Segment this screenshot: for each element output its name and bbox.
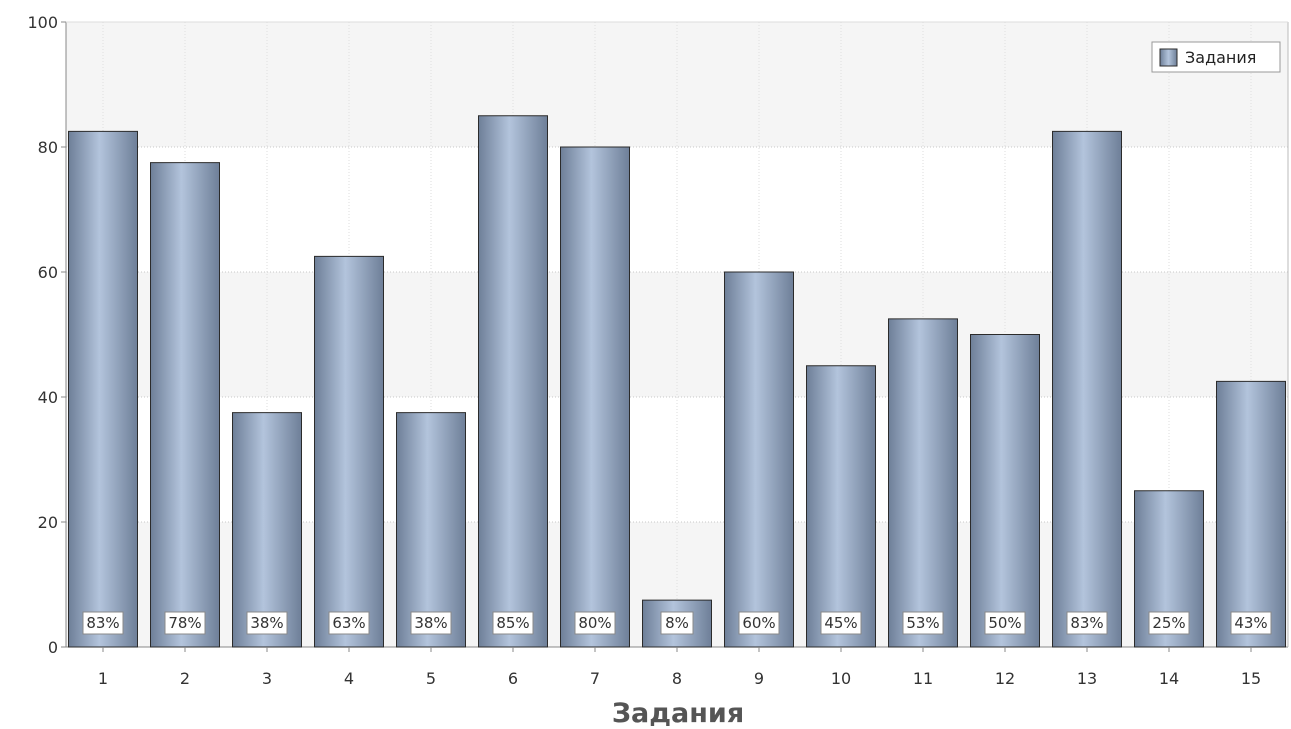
x-axis-title: Задания [612, 698, 744, 729]
data-label: 53% [906, 614, 939, 632]
data-label-box [738, 611, 780, 635]
data-label: 25% [1152, 614, 1185, 632]
bar [232, 412, 302, 648]
bar [1216, 380, 1286, 648]
bar [724, 271, 794, 648]
y-tick-label: 60 [38, 263, 58, 282]
x-tick-label: 9 [754, 669, 764, 688]
x-tick-label: 1 [98, 669, 108, 688]
data-label-box [1230, 611, 1272, 635]
bars [68, 115, 1286, 648]
data-label: 60% [742, 614, 775, 632]
y-tick-label: 20 [38, 513, 58, 532]
data-label: 85% [496, 614, 529, 632]
x-tick-label: 8 [672, 669, 682, 688]
x-tick-label: 11 [913, 669, 933, 688]
data-label-box [1066, 611, 1108, 635]
data-label: 50% [988, 614, 1021, 632]
y-tick-label: 40 [38, 388, 58, 407]
data-label-box [574, 611, 616, 635]
legend: Задания [1151, 41, 1281, 73]
x-tick-label: 10 [831, 669, 851, 688]
data-label-box [660, 611, 694, 635]
plot-band [66, 22, 1288, 147]
data-label-box [328, 611, 370, 635]
data-label: 83% [86, 614, 119, 632]
x-tick-label: 14 [1159, 669, 1179, 688]
y-axis-ticks: 0 20 40 60 80 100 [27, 13, 66, 657]
x-tick-label: 4 [344, 669, 354, 688]
x-tick-label: 5 [426, 669, 436, 688]
data-label: 83% [1070, 614, 1103, 632]
data-label-box [492, 611, 534, 635]
bar [314, 255, 384, 648]
y-tick-label: 100 [27, 13, 58, 32]
data-label-box [820, 611, 862, 635]
bar [806, 365, 876, 648]
bar [478, 115, 548, 648]
data-label-box [164, 611, 206, 635]
data-label-box [410, 611, 452, 635]
legend-label: Задания [1185, 48, 1256, 67]
data-label: 43% [1234, 614, 1267, 632]
x-tick-label: 6 [508, 669, 518, 688]
bar [560, 146, 630, 648]
x-tick-label: 15 [1241, 669, 1261, 688]
data-label: 38% [414, 614, 447, 632]
data-label: 63% [332, 614, 365, 632]
data-label-box [984, 611, 1026, 635]
x-tick-label: 2 [180, 669, 190, 688]
data-label: 8% [665, 614, 689, 632]
bar [888, 318, 958, 648]
y-tick-label: 0 [48, 638, 58, 657]
data-label: 80% [578, 614, 611, 632]
data-labels: 83% 78% 38% 63% 38% 85% 80% 8% 60% 45% 53% 50% 83% 25… [82, 611, 1272, 635]
bar [1052, 130, 1122, 648]
data-label: 78% [168, 614, 201, 632]
bar [68, 130, 138, 648]
data-label: 45% [824, 614, 857, 632]
x-tick-label: 13 [1077, 669, 1097, 688]
x-axis-ticks: 1 2 3 4 5 6 7 8 9 10 11 12 13 14 15 [98, 647, 1261, 688]
legend-box [1151, 41, 1281, 73]
data-label-box [1148, 611, 1190, 635]
data-label: 38% [250, 614, 283, 632]
data-label-box [82, 611, 124, 635]
data-label-box [902, 611, 944, 635]
y-tick-label: 80 [38, 138, 58, 157]
legend-swatch [1159, 48, 1178, 67]
bar [970, 334, 1040, 648]
x-tick-label: 7 [590, 669, 600, 688]
x-tick-label: 12 [995, 669, 1015, 688]
x-tick-label: 3 [262, 669, 272, 688]
data-label-box [246, 611, 288, 635]
bar [150, 162, 220, 648]
bar [396, 412, 466, 648]
